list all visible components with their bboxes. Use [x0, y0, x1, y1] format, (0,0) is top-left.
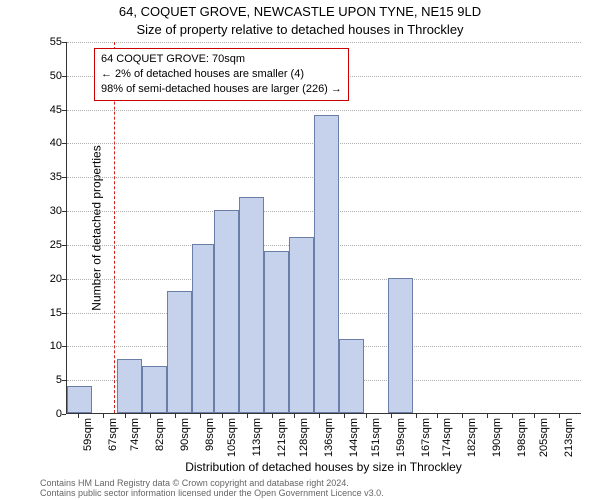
y-tick-label: 55 [32, 36, 62, 48]
histogram-bar [339, 339, 364, 413]
x-tick-mark [222, 414, 223, 418]
y-tick-mark [62, 346, 66, 347]
y-tick-mark [62, 42, 66, 43]
annotation-line2: ← 2% of detached houses are smaller (4) [101, 67, 342, 82]
histogram-bar [192, 244, 214, 413]
copyright-line2: Contains public sector information licen… [40, 488, 384, 498]
histogram-bar [314, 115, 339, 413]
x-tick-mark [272, 414, 273, 418]
x-tick-mark [125, 414, 126, 418]
x-tick-mark [559, 414, 560, 418]
x-tick-mark [294, 414, 295, 418]
chart-title-line2: Size of property relative to detached ho… [0, 22, 600, 37]
histogram-bar [239, 197, 264, 413]
x-tick-mark [78, 414, 79, 418]
y-tick-mark [62, 76, 66, 77]
x-tick-mark [247, 414, 248, 418]
y-tick-label: 35 [32, 171, 62, 183]
y-tick-label: 40 [32, 137, 62, 149]
y-tick-label: 45 [32, 104, 62, 116]
x-tick-mark [175, 414, 176, 418]
gridline [67, 110, 581, 111]
y-tick-mark [62, 177, 66, 178]
y-tick-label: 30 [32, 205, 62, 217]
x-tick-mark [462, 414, 463, 418]
y-tick-label: 25 [32, 239, 62, 251]
histogram-bar [167, 291, 192, 413]
annotation-line1: 64 COQUET GROVE: 70sqm [101, 52, 342, 67]
y-tick-mark [62, 380, 66, 381]
histogram-bar [388, 278, 413, 413]
y-axis-label-wrap: Number of detached properties [0, 42, 20, 414]
x-tick-mark [103, 414, 104, 418]
copyright-notice: Contains HM Land Registry data © Crown c… [40, 478, 384, 499]
y-tick-mark [62, 245, 66, 246]
y-tick-mark [62, 143, 66, 144]
y-tick-label: 0 [32, 408, 62, 420]
x-tick-mark [416, 414, 417, 418]
x-tick-mark [437, 414, 438, 418]
highlight-annotation: 64 COQUET GROVE: 70sqm ← 2% of detached … [94, 48, 349, 101]
y-tick-mark [62, 211, 66, 212]
chart-container: 64, COQUET GROVE, NEWCASTLE UPON TYNE, N… [0, 0, 600, 500]
gridline [67, 42, 581, 43]
x-tick-mark [150, 414, 151, 418]
x-tick-mark [344, 414, 345, 418]
y-tick-mark [62, 279, 66, 280]
x-tick-mark [391, 414, 392, 418]
y-tick-label: 15 [32, 307, 62, 319]
y-tick-mark [62, 313, 66, 314]
y-tick-label: 5 [32, 374, 62, 386]
chart-title-line1: 64, COQUET GROVE, NEWCASTLE UPON TYNE, N… [0, 4, 600, 19]
annotation-line3: 98% of semi-detached houses are larger (… [101, 82, 342, 97]
histogram-bar [289, 237, 314, 413]
y-tick-label: 10 [32, 340, 62, 352]
x-tick-mark [534, 414, 535, 418]
histogram-bar [142, 366, 167, 413]
x-tick-mark [512, 414, 513, 418]
copyright-line1: Contains HM Land Registry data © Crown c… [40, 478, 384, 488]
y-tick-label: 20 [32, 273, 62, 285]
histogram-bar [214, 210, 239, 413]
histogram-bar [117, 359, 142, 413]
x-tick-mark [200, 414, 201, 418]
y-tick-mark [62, 414, 66, 415]
x-tick-mark [366, 414, 367, 418]
histogram-bar [67, 386, 92, 413]
x-tick-mark [487, 414, 488, 418]
y-tick-label: 50 [32, 70, 62, 82]
y-tick-mark [62, 110, 66, 111]
x-axis-label: Distribution of detached houses by size … [66, 460, 581, 474]
histogram-bar [264, 251, 289, 413]
x-tick-mark [319, 414, 320, 418]
